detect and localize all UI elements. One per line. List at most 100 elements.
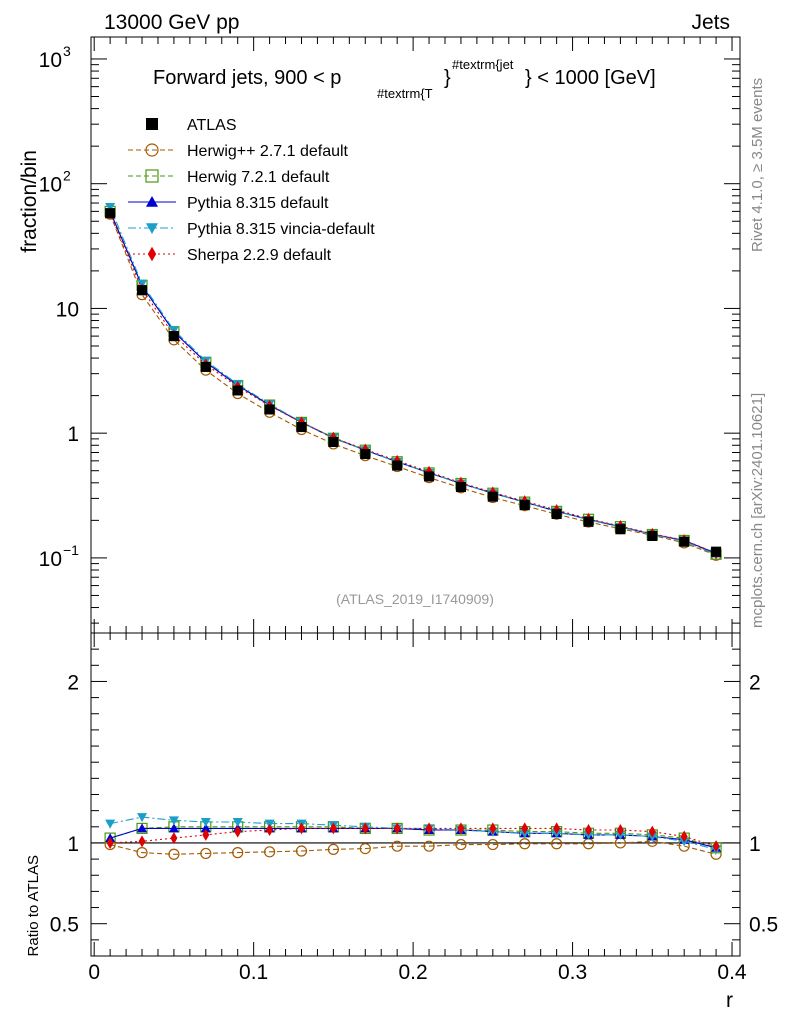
title-sup: #textrm{jet [452, 57, 514, 72]
title-post: } < 1000 [GeV] [525, 67, 656, 89]
atlas-point [551, 508, 562, 519]
ratio-point [295, 845, 308, 857]
ratio-point [105, 819, 116, 829]
ratio-point [391, 840, 403, 852]
y-tick-label-base: 10 [56, 298, 79, 321]
ratio-point [329, 822, 337, 835]
atlas-point [328, 436, 339, 447]
ratio-point [266, 824, 274, 837]
ratio-series-1 [104, 835, 722, 860]
x-tick-label: 0 [88, 961, 100, 984]
legend-entry-0: ATLAS [146, 117, 237, 134]
atlas-point [168, 331, 179, 342]
atlas-point [455, 482, 466, 493]
atlas-point [392, 460, 403, 471]
ratio-y-tick-label-right: 1 [749, 833, 761, 856]
rivet-label: Rivet 4.1.0, ≥ 3.5M events [749, 78, 766, 252]
ratio-point [200, 847, 212, 860]
atlas-point [487, 491, 498, 502]
x-axis-label: r [726, 989, 733, 1012]
legend-label: Herwig 7.2.1 default [187, 169, 330, 186]
ratio-y-tick-label-right: 2 [749, 671, 761, 694]
legend-label: Herwig++ 2.7.1 default [187, 143, 349, 160]
title-mid: } [444, 67, 451, 89]
ratio-point [519, 838, 531, 850]
y-tick-label-base: 10 [39, 548, 62, 571]
atlas-point [679, 536, 690, 547]
ratio-point [136, 847, 148, 859]
main-line-4 [109, 206, 717, 556]
main-line-5 [109, 212, 717, 554]
legend-marker [145, 169, 159, 183]
ratio-y-tick-label-left: 2 [67, 671, 79, 694]
ratio-point [168, 823, 179, 833]
x-tick-label: 0.1 [239, 961, 268, 984]
legend-entry-2: Herwig 7.2.1 default [128, 169, 330, 186]
ratio-series-3 [105, 823, 722, 852]
ratio-point [327, 843, 339, 856]
ratio-point [137, 823, 148, 833]
ratio-series [91, 813, 740, 860]
ratio-point [648, 825, 656, 838]
atlas-point [232, 385, 243, 396]
ratio-y-tick-label-left: 1 [67, 833, 79, 856]
ratio-point [137, 813, 148, 823]
legend-label: ATLAS [187, 117, 237, 134]
title-pre: Forward jets, 900 < p [153, 67, 341, 89]
ratio-point [489, 822, 497, 835]
ratio-point [551, 838, 563, 850]
ratio-y-tick-label-right: 0.5 [749, 914, 778, 937]
ratio-point [361, 822, 369, 835]
atlas-point [200, 361, 211, 372]
ratio-point [585, 824, 593, 837]
ratio-point [423, 840, 435, 852]
ratio-point [455, 838, 467, 851]
ratio-point [200, 823, 211, 833]
ratio-point [297, 822, 305, 835]
ratio-point [521, 822, 529, 835]
ratio-point [425, 822, 433, 835]
atlas-point [360, 449, 371, 460]
ratio-plot-frame [90, 632, 741, 957]
main-line-1 [109, 213, 717, 556]
x-tick-label: 0.4 [717, 961, 747, 984]
y-tick-label-base: 10 [39, 49, 62, 72]
header-left: 13000 GeV pp [104, 11, 239, 34]
legend-entry-5: Sherpa 2.2.9 default [128, 246, 332, 264]
legend-entry-1: Herwig++ 2.7.1 default [128, 143, 349, 160]
ratio-point [138, 835, 146, 848]
header-right: Jets [691, 11, 730, 34]
ratio-y-tick-labels: 0.5 0.5 1 1 2 2 [50, 671, 778, 936]
x-tick-label: 0.2 [399, 961, 428, 984]
y-tick-label-base: 1 [67, 423, 79, 446]
ratio-point [553, 822, 561, 835]
ratio-series-5 [106, 822, 720, 853]
x-tick-labels: 0 0.1 0.2 0.3 0.4 [88, 961, 747, 984]
legend-label: Sherpa 2.2.9 default [187, 247, 332, 264]
ratio-point [168, 848, 180, 860]
ratio-point [712, 840, 720, 853]
ratio-point [200, 817, 211, 827]
main-series [104, 203, 722, 561]
ratio-point [263, 846, 276, 858]
title-sub: #textrm{T [377, 86, 433, 101]
y-tick-label-exp: −1 [63, 542, 79, 558]
legend: ATLAS Herwig++ 2.7.1 default Herwig 7.2.1 … [128, 117, 375, 264]
ratio-point [232, 817, 243, 827]
ratio-line-4 [109, 816, 717, 850]
legend-entry-4: Pythia 8.315 vincia-default [128, 221, 375, 238]
ratio-point [106, 836, 114, 849]
atlas-point [519, 500, 530, 511]
atlas-point [105, 208, 116, 219]
ratio-line-5 [110, 827, 717, 847]
ratio-point [168, 816, 179, 826]
y-tick-label-base: 10 [39, 174, 62, 197]
atlas-point [583, 516, 594, 527]
atlas-point [296, 422, 307, 433]
atlas-data-points [105, 208, 722, 557]
axis-ticks [91, 37, 740, 956]
ratio-series-2 [104, 821, 722, 854]
ratio-point [393, 822, 401, 835]
ratio-point [487, 838, 499, 851]
